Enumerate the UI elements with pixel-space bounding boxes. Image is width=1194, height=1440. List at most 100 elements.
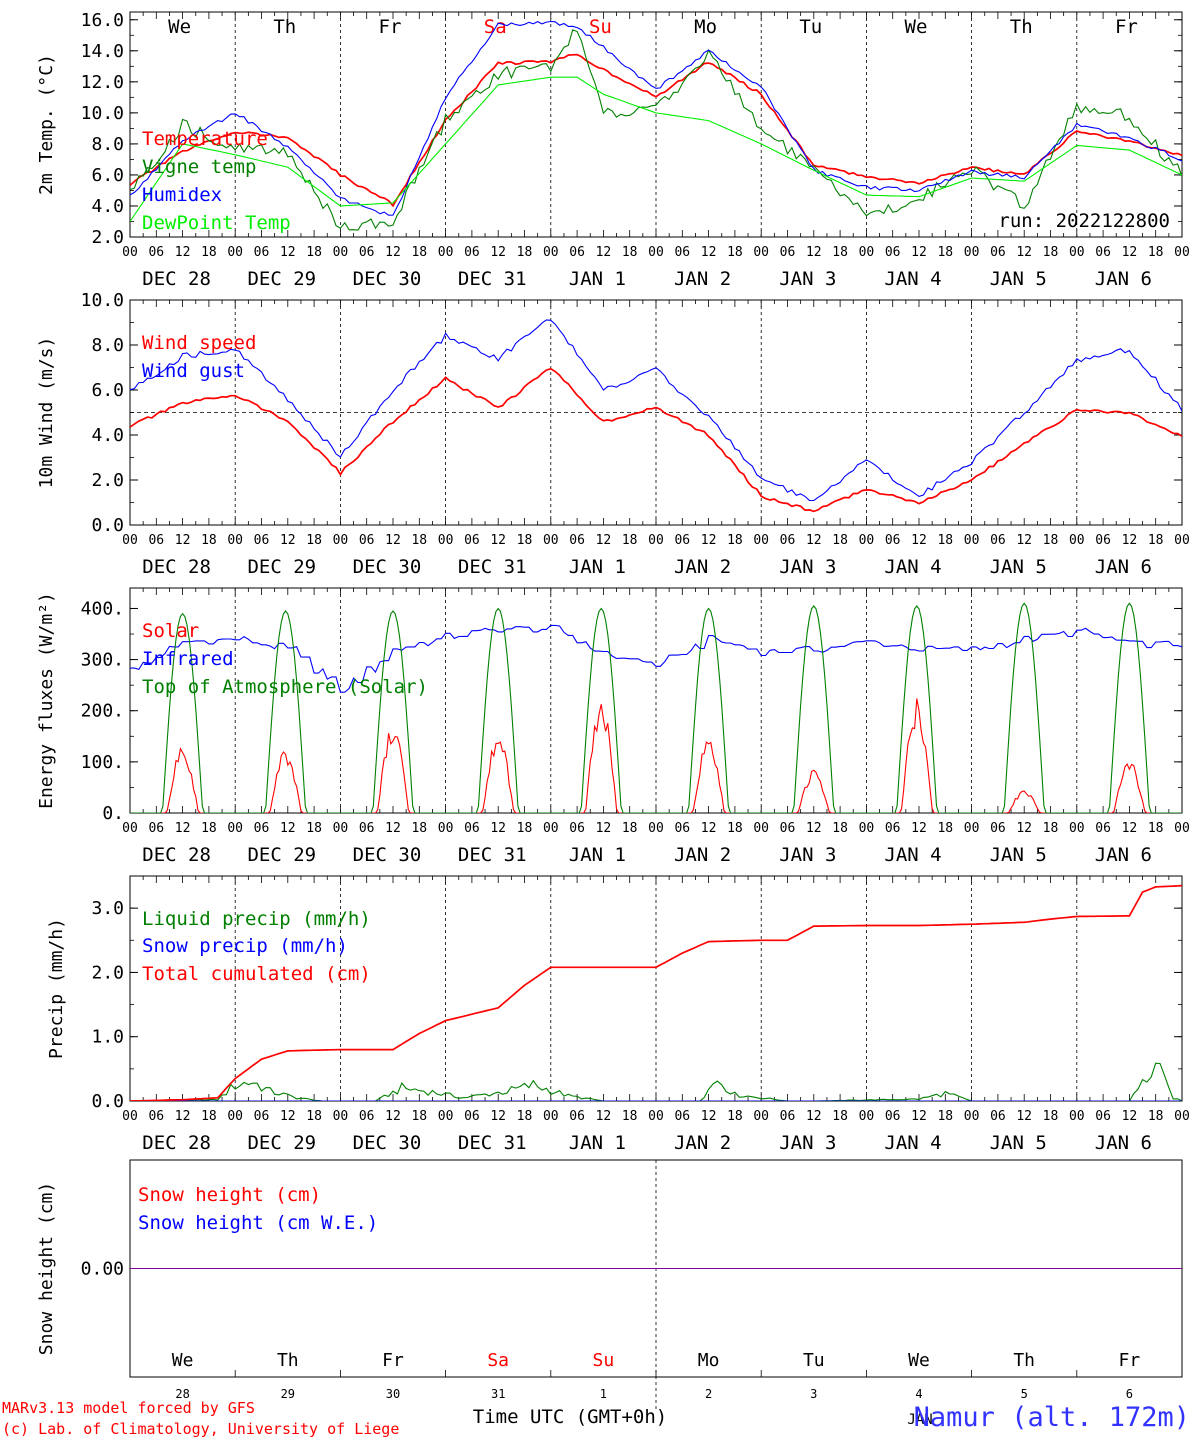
- hour-tick-label: 06: [780, 533, 796, 548]
- hour-tick-label: 18: [937, 533, 953, 548]
- hour-tick-label: 06: [885, 821, 901, 836]
- hour-tick-label: 00: [964, 245, 980, 260]
- hour-tick-label: 12: [280, 533, 296, 548]
- hour-tick-label: 00: [753, 533, 769, 548]
- legend-entry: Snow height (cm): [138, 1184, 321, 1206]
- temperature-plot-area: [130, 20, 1182, 231]
- legend-entry: Infrared: [142, 648, 234, 670]
- hour-tick-label: 06: [359, 1109, 375, 1124]
- hour-tick-label: 06: [569, 533, 585, 548]
- hour-tick-label: 12: [1122, 533, 1138, 548]
- date-label: JAN 3: [779, 556, 836, 578]
- legend-entry: Total cumulated (cm): [142, 963, 371, 985]
- hour-tick-label: 06: [254, 821, 270, 836]
- date-label: JAN 3: [779, 1132, 836, 1154]
- hour-tick-label: 06: [990, 245, 1006, 260]
- hour-tick-label: 06: [1095, 821, 1111, 836]
- hour-tick-label: 00: [333, 1109, 349, 1124]
- hour-tick-label: 06: [464, 1109, 480, 1124]
- y-tick-label: 1.0: [91, 1027, 124, 1048]
- energy-plot-area: [130, 602, 1182, 813]
- energy-panel: 00 06 12 18 DEC 28 00 06 12 18 DEC 29 00 06 12 18 DEC …: [36, 587, 1190, 866]
- date-label: JAN 1: [569, 844, 626, 866]
- date-label: JAN 2: [674, 844, 731, 866]
- y-tick-label: 16.0: [81, 10, 124, 31]
- hour-tick-label: 18: [517, 533, 533, 548]
- hour-tick-label: 06: [464, 533, 480, 548]
- weekday-label: Tu: [803, 1350, 825, 1371]
- hour-tick-label: 06: [148, 245, 164, 260]
- hour-tick-label: 00: [122, 1109, 138, 1124]
- weekday-label: Th: [273, 16, 296, 38]
- weekday-label: Su: [593, 1350, 615, 1371]
- hour-tick-label: 00: [859, 821, 875, 836]
- hour-tick-label: 00: [543, 1109, 559, 1124]
- hour-tick-label: 12: [280, 245, 296, 260]
- hour-tick-label: 12: [911, 533, 927, 548]
- hour-tick-label: 12: [701, 533, 717, 548]
- day-number-label: 4: [915, 1387, 922, 1401]
- hour-tick-label: 00: [1174, 533, 1190, 548]
- date-label: DEC 28: [142, 268, 211, 290]
- hour-tick-label: 06: [1095, 245, 1111, 260]
- hour-tick-label: 06: [885, 533, 901, 548]
- date-label: JAN 6: [1095, 844, 1152, 866]
- weekday-label: We: [172, 1350, 194, 1371]
- date-label: DEC 28: [142, 1132, 211, 1154]
- hour-tick-label: 06: [148, 821, 164, 836]
- y-tick-label: 0.: [102, 803, 124, 824]
- hour-tick-label: 00: [333, 245, 349, 260]
- hour-tick-label: 18: [832, 245, 848, 260]
- hour-tick-label: 12: [280, 821, 296, 836]
- legend-entry: Snow height (cm W.E.): [138, 1212, 378, 1234]
- temperature-frame: [129, 11, 1183, 238]
- date-label: JAN 3: [779, 844, 836, 866]
- precip-panel: 00 06 12 18 DEC 28 00 06 12 18 DEC 29 00 06 12 18 DEC …: [46, 875, 1190, 1154]
- hour-tick-label: 06: [254, 245, 270, 260]
- hour-tick-label: 00: [1069, 533, 1085, 548]
- hour-tick-label: 06: [254, 533, 270, 548]
- legend-entry: Humidex: [142, 184, 222, 206]
- hour-tick-label: 18: [411, 1109, 427, 1124]
- weekday-label: We: [168, 16, 191, 38]
- hour-tick-label: 18: [622, 533, 638, 548]
- hour-tick-label: 12: [596, 1109, 612, 1124]
- hour-tick-label: 12: [806, 1109, 822, 1124]
- date-label: JAN 5: [990, 1132, 1047, 1154]
- hour-tick-label: 06: [569, 821, 585, 836]
- wind-panel: 00 06 12 18 DEC 28 00 06 12 18 DEC 29 00 06 12 18 DEC …: [36, 290, 1190, 578]
- y-tick-label: 4.0: [91, 425, 124, 446]
- legend-entry: Wind speed: [142, 332, 256, 354]
- day-number-label: 1: [600, 1387, 607, 1401]
- date-label: JAN 2: [674, 556, 731, 578]
- hour-tick-label: 18: [832, 821, 848, 836]
- weekday-label: Mo: [694, 16, 717, 38]
- legend-entry: Temperature: [142, 128, 268, 150]
- date-label: DEC 31: [458, 844, 527, 866]
- hour-tick-label: 18: [517, 1109, 533, 1124]
- weekday-label: Su: [589, 16, 612, 38]
- day-number-label: 29: [281, 1387, 295, 1401]
- hour-tick-label: 18: [1043, 245, 1059, 260]
- weekday-label: Fr: [1115, 16, 1138, 38]
- weekday-label: Sa: [487, 1350, 509, 1371]
- hour-tick-label: 12: [806, 821, 822, 836]
- y-axis-label: Precip (mm/h): [46, 918, 67, 1059]
- hour-tick-label: 00: [227, 533, 243, 548]
- hour-tick-label: 00: [227, 245, 243, 260]
- hour-tick-label: 00: [1069, 821, 1085, 836]
- legend-entry: Snow precip (mm/h): [142, 935, 348, 957]
- weekday-label: We: [905, 16, 928, 38]
- hour-tick-label: 00: [543, 533, 559, 548]
- hour-tick-label: 18: [937, 1109, 953, 1124]
- hour-tick-label: 12: [596, 533, 612, 548]
- hour-tick-label: 18: [622, 821, 638, 836]
- hour-tick-label: 00: [1174, 821, 1190, 836]
- date-label: JAN 3: [779, 268, 836, 290]
- hour-tick-label: 12: [1122, 821, 1138, 836]
- hour-tick-label: 06: [674, 245, 690, 260]
- hour-tick-label: 18: [201, 245, 217, 260]
- hour-tick-label: 12: [280, 1109, 296, 1124]
- hour-tick-label: 12: [1016, 1109, 1032, 1124]
